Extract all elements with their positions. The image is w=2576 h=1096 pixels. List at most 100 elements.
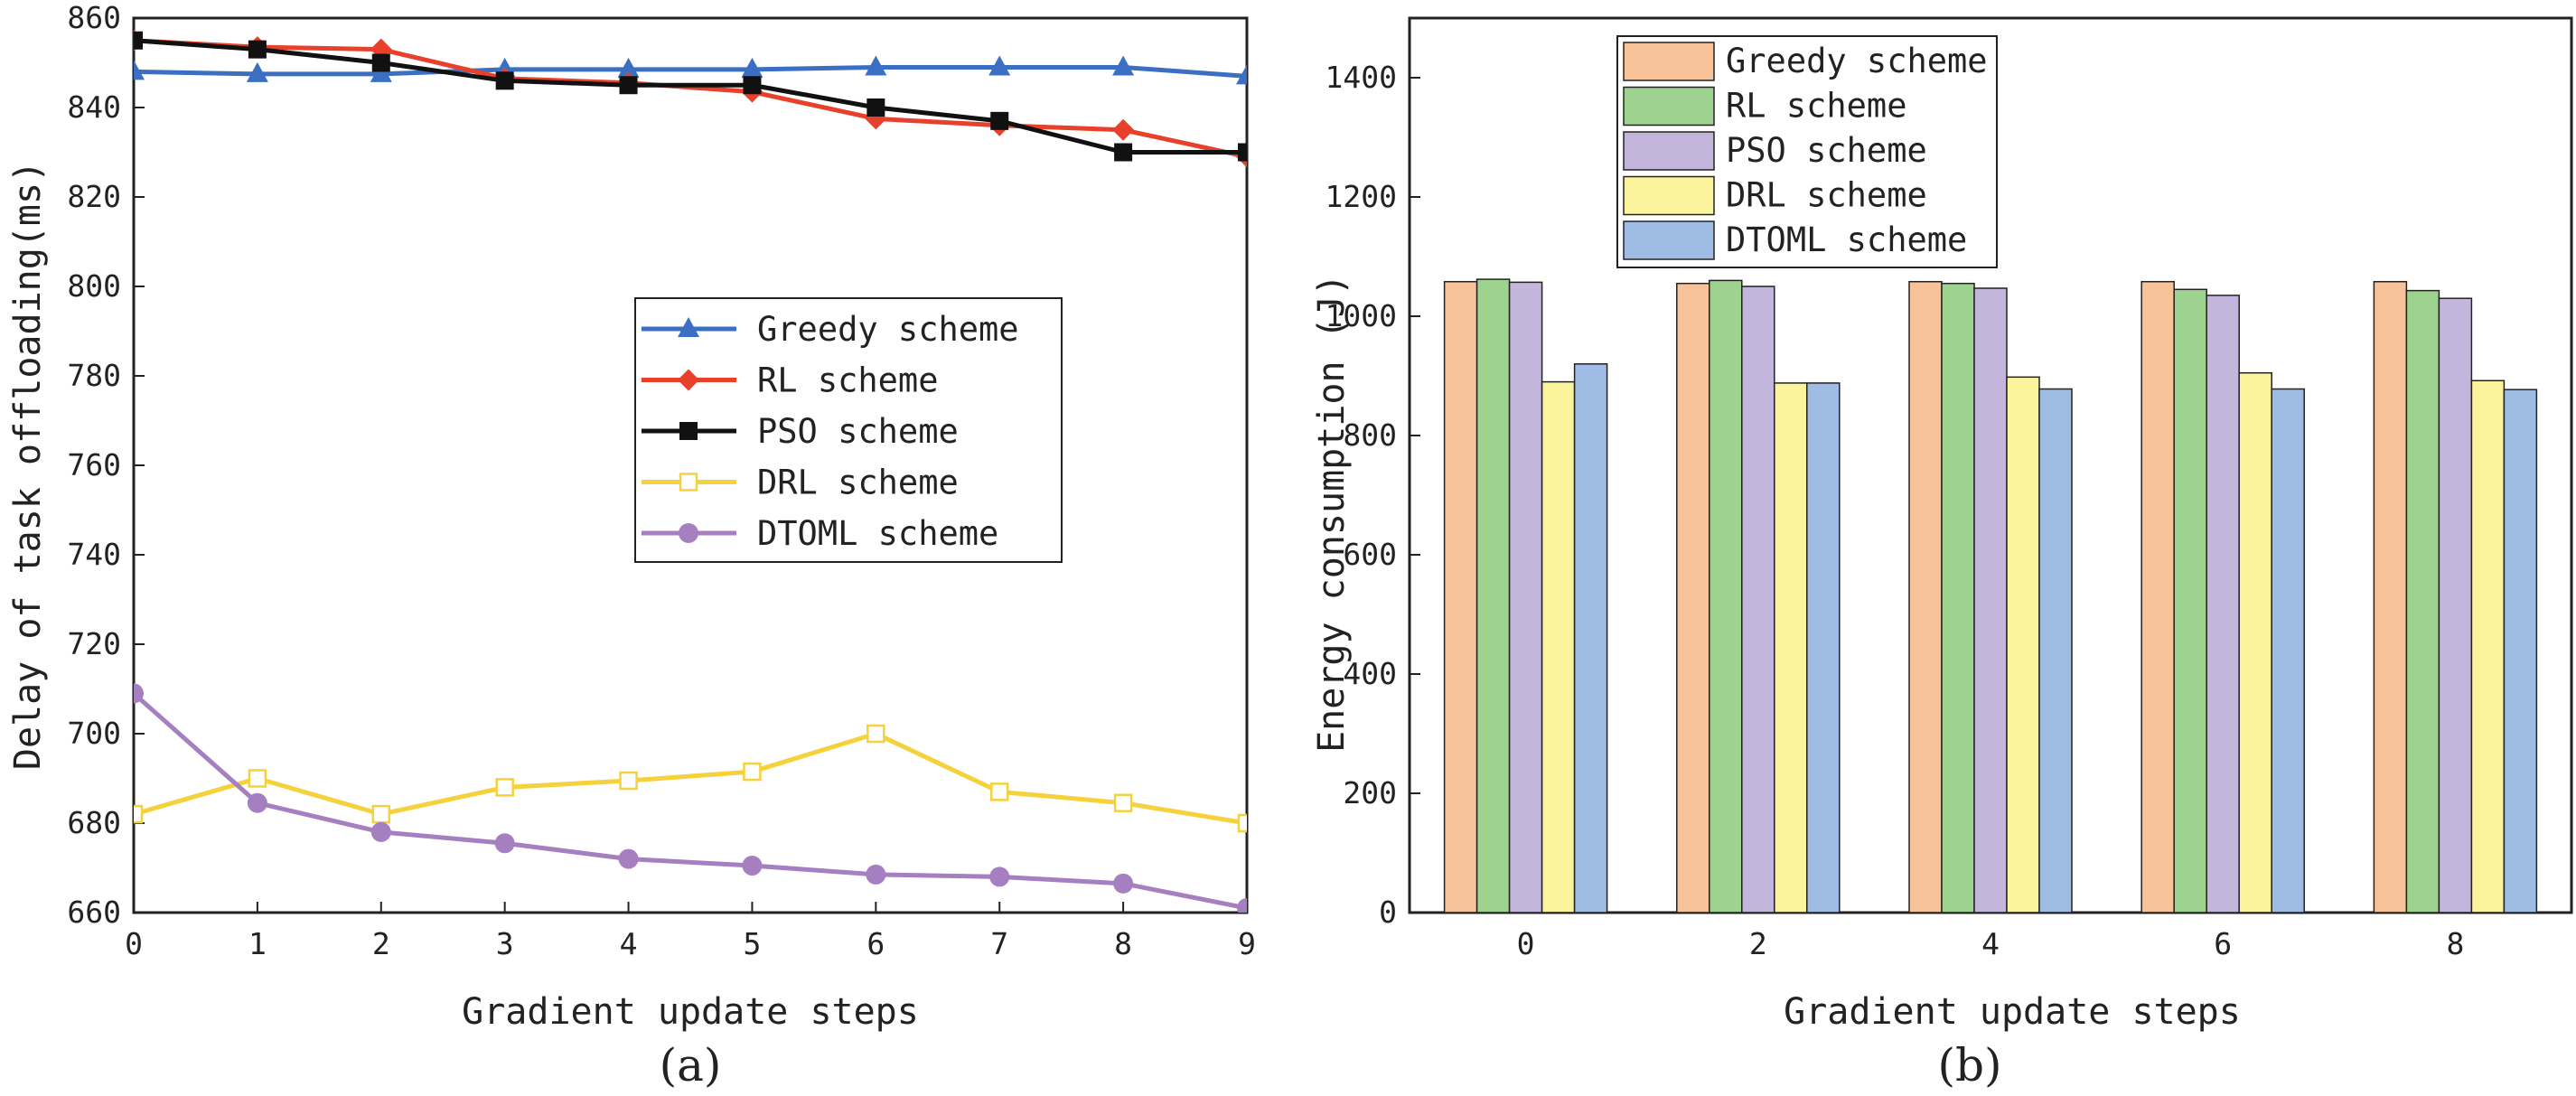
x-tick-label-a: 0: [125, 926, 143, 961]
caption-b: (b): [1937, 1039, 2001, 1091]
point-pso-scheme: [248, 40, 267, 59]
legend-swatch-pso-scheme: [1623, 131, 1715, 171]
legend-swatch-rl-scheme: [1623, 86, 1715, 126]
line-dtoml-scheme: [134, 691, 1247, 911]
bar-chart-panel-b: 0 200 400 600 800 1000 1200 1400 0 2 4 6 8 Gradient …: [1311, 16, 2573, 1091]
point-drl-scheme: [371, 804, 391, 824]
series-group-a: [134, 29, 1247, 913]
legend-label-dtoml-scheme: DTOML scheme: [1726, 220, 1967, 259]
bar-dtoml-scheme: [1573, 363, 1608, 913]
y-tick-label-a: 860: [67, 0, 121, 35]
point-pso-scheme: [371, 53, 390, 72]
bar-dtoml-scheme: [2038, 388, 2073, 913]
point-pso-scheme: [1238, 143, 1247, 162]
bar-greedy-scheme: [1676, 282, 1710, 913]
x-tick-label-a: 4: [620, 926, 638, 961]
bar-drl-scheme: [1774, 382, 1808, 913]
point-dtoml-scheme: [1113, 873, 1134, 894]
bar-pso-scheme: [2438, 297, 2473, 913]
x-tick-label-a: 1: [248, 926, 267, 961]
legend-marker-pso-scheme: [679, 422, 698, 440]
x-tick-label-a: 7: [990, 926, 1008, 961]
x-tick-label-b: 0: [1517, 926, 1535, 961]
point-greedy-scheme: [1112, 55, 1135, 76]
y-tick-label-b: 600: [1343, 537, 1397, 572]
bar-drl-scheme: [1541, 380, 1576, 913]
point-greedy-scheme: [741, 57, 763, 78]
point-pso-scheme: [990, 111, 1009, 130]
bar-drl-scheme: [2006, 376, 2040, 913]
legend-swatch-drl-scheme: [1623, 175, 1715, 216]
point-pso-scheme: [743, 76, 762, 95]
y-tick-label-a: 800: [67, 268, 121, 304]
point-pso-scheme: [866, 98, 885, 117]
point-greedy-scheme: [1236, 64, 1247, 85]
y-tick-label-b: 1000: [1325, 298, 1397, 333]
x-tick-label-a: 6: [866, 926, 885, 961]
y-tick-label-b: 1400: [1325, 60, 1397, 95]
bar-rl-scheme: [1941, 282, 1975, 913]
point-drl-scheme: [134, 804, 144, 824]
y-axis-label-a: Delay of task offloading(ms): [7, 161, 49, 770]
x-tick-label-b: 2: [1749, 926, 1767, 961]
series-dtoml-scheme: [134, 683, 1247, 913]
point-greedy-scheme: [988, 55, 1011, 76]
bars-group-b: [1443, 278, 2538, 913]
y-tick-label-a: 740: [67, 537, 121, 572]
bar-rl-scheme: [1709, 279, 1743, 913]
bar-drl-scheme: [2470, 379, 2506, 913]
series-pso-scheme: [134, 31, 1247, 162]
point-dtoml-scheme: [370, 821, 391, 842]
y-tick-label-a: 700: [67, 716, 121, 751]
y-tick-label-a: 820: [67, 179, 121, 214]
bar-greedy-scheme: [2140, 280, 2175, 913]
caption-a: (a): [660, 1039, 722, 1091]
point-pso-scheme: [495, 71, 514, 90]
legend-marker-drl-scheme: [679, 473, 698, 492]
line-chart-panel-a: 660 680 700 720 740 760 780 800 820 840 860 0 1 2 3 4 5 6…: [7, 0, 1256, 1091]
y-axis-label-b: Energy consumption (J): [1311, 274, 1353, 753]
y-tick-label-a: 660: [67, 895, 121, 930]
legend-swatch-greedy-scheme: [1623, 42, 1715, 81]
line-drl-scheme: [134, 731, 1247, 826]
legend-label-greedy-scheme: Greedy scheme: [757, 310, 1019, 349]
legend-label-dtoml-scheme: DTOML scheme: [757, 514, 998, 553]
x-tick-label-a: 8: [1114, 926, 1132, 961]
x-axis-label-b: Gradient update steps: [1784, 991, 2241, 1033]
bar-dtoml-scheme: [2271, 388, 2305, 913]
legend-label-drl-scheme: DRL scheme: [1726, 176, 1927, 215]
point-dtoml-scheme: [247, 792, 267, 813]
point-dtoml-scheme: [989, 866, 1010, 887]
point-pso-scheme: [1114, 143, 1133, 162]
legend-a: Greedy scheme RL scheme PSO scheme DRL sche…: [634, 297, 1063, 563]
bar-greedy-scheme: [1443, 280, 1478, 913]
legend-marker-dtoml-scheme: [679, 523, 698, 543]
line-pso-scheme: [134, 38, 1247, 155]
legend-label-greedy-scheme: Greedy scheme: [1726, 42, 1988, 80]
y-tick-label-a: 680: [67, 805, 121, 840]
x-tick-label-b: 6: [2214, 926, 2232, 961]
y-tick-label-a: 720: [67, 626, 121, 661]
point-rl-scheme: [1112, 118, 1135, 141]
y-tick-label-a: 780: [67, 358, 121, 393]
legend-label-pso-scheme: PSO scheme: [1726, 131, 1927, 170]
point-drl-scheme: [495, 778, 514, 797]
point-greedy-scheme: [134, 60, 145, 80]
point-drl-scheme: [866, 724, 885, 744]
point-greedy-scheme: [246, 61, 268, 82]
point-drl-scheme: [619, 771, 638, 791]
legend-b: Greedy scheme RL scheme PSO scheme DRL sche…: [1616, 35, 1998, 268]
point-dtoml-scheme: [1237, 898, 1247, 913]
bar-rl-scheme: [2173, 288, 2207, 913]
point-dtoml-scheme: [494, 833, 515, 854]
bar-rl-scheme: [1475, 278, 1511, 913]
bar-pso-scheme: [1508, 281, 1543, 913]
bar-greedy-scheme: [1908, 280, 1943, 913]
x-tick-label-b: 4: [1981, 926, 2000, 961]
bar-pso-scheme: [1973, 287, 2008, 913]
axes-ticks-b: 0 200 400 600 800 1000 1200 1400 0 2 4 6 8: [1325, 60, 2465, 961]
series-drl-scheme: [134, 724, 1247, 833]
point-dtoml-scheme: [866, 864, 886, 885]
bar-greedy-scheme: [2373, 280, 2408, 913]
